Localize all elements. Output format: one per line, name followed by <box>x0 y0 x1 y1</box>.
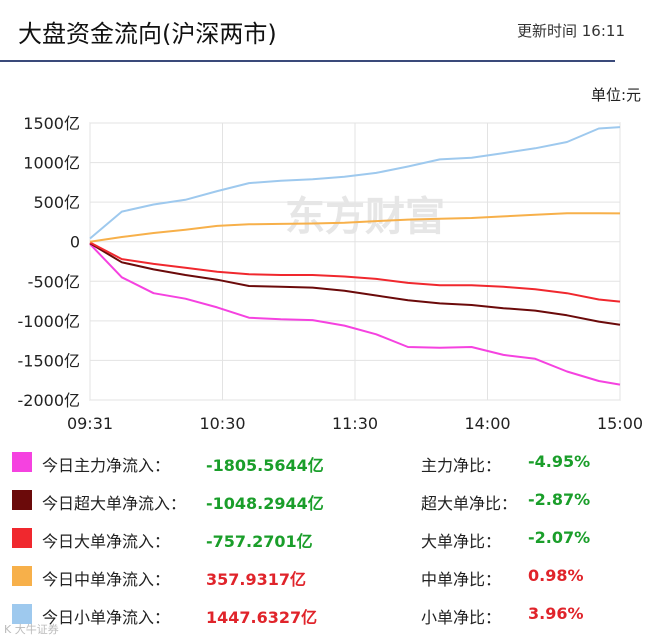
legend-value: 357.9317亿 <box>206 570 307 589</box>
page-title: 大盘资金流向(沪深两市) <box>18 20 277 48</box>
y-tick-label: 1000亿 <box>23 154 80 173</box>
legend-row: 今日大单净流入： -757.2701亿 大单净比： -2.07% <box>0 526 649 556</box>
legend-value: -1048.2944亿 <box>206 494 324 513</box>
series-line-3 <box>89 241 621 303</box>
update-value: 16:11 <box>581 22 625 40</box>
unit-label: 单位:元 <box>590 86 641 104</box>
y-tick-label: -500亿 <box>28 272 80 291</box>
x-tick-label: 11:30 <box>332 414 378 433</box>
y-tick-label: -1000亿 <box>18 312 81 331</box>
legend-swatch <box>12 452 32 472</box>
y-tick-label: -1500亿 <box>18 351 81 370</box>
legend-row: 今日中单净流入： 357.9317亿 中单净比： 0.98% <box>0 564 649 594</box>
y-tick-label: -2000亿 <box>18 391 81 410</box>
ratio-label: 小单净比： <box>421 608 502 627</box>
y-tick-label: 0 <box>70 233 80 252</box>
ratio-value: 0.98% <box>528 566 584 585</box>
fund-flow-chart: 1500亿 1000亿 500亿 0 -500亿 -1000亿 -1500亿 -2000亿 09… <box>18 114 644 433</box>
legend-value: -757.2701亿 <box>206 532 313 551</box>
series-line-4 <box>89 212 621 243</box>
x-tick-label: 09:31 <box>67 414 113 433</box>
legend-swatch <box>12 490 32 510</box>
ratio-value: -2.87% <box>528 490 591 509</box>
series-line-1 <box>89 243 621 386</box>
legend-label: 今日大单净流入： <box>42 532 171 551</box>
header: 大盘资金流向(沪深两市) 更新时间 16:11 <box>0 0 649 62</box>
x-tick-label: 14:00 <box>464 414 510 433</box>
ratio-label: 大单净比： <box>421 532 502 551</box>
legend-label: 今日主力净流入： <box>42 456 171 475</box>
legend-swatch <box>12 566 32 586</box>
legend-label: 今日超大单净流入： <box>42 494 187 513</box>
corner-watermark: K 大牛证券 <box>4 623 59 636</box>
legend-swatch <box>12 528 32 548</box>
ratio-value: -4.95% <box>528 452 591 471</box>
ratio-label: 主力净比： <box>421 456 502 475</box>
legend-value: 1447.6327亿 <box>206 608 318 627</box>
legend-row: 今日超大单净流入： -1048.2944亿 超大单净比： -2.87% <box>0 488 649 518</box>
legend-swatch <box>12 604 32 624</box>
legend-row: 今日主力净流入： -1805.5644亿 主力净比： -4.95% <box>0 450 649 480</box>
ratio-label: 中单净比： <box>421 570 502 589</box>
y-tick-label: 500亿 <box>33 193 80 212</box>
ratio-label: 超大单净比： <box>421 494 518 513</box>
legend-row: 今日小单净流入： 1447.6327亿 小单净比： 3.96% <box>0 602 649 632</box>
series-line-2 <box>89 242 621 326</box>
y-tick-label: 1500亿 <box>23 114 80 133</box>
update-time: 更新时间 16:11 <box>517 20 625 41</box>
legend-label: 今日中单净流入： <box>42 570 171 589</box>
update-label: 更新时间 <box>516 22 577 40</box>
series-line-5 <box>89 126 621 240</box>
watermark-text: 东方财富 <box>285 194 445 240</box>
legend-value: -1805.5644亿 <box>206 456 324 475</box>
x-tick-label: 15:00 <box>597 414 643 433</box>
ratio-value: -2.07% <box>528 528 591 547</box>
legend-label: 今日小单净流入： <box>42 608 171 627</box>
header-divider <box>0 60 615 62</box>
ratio-value: 3.96% <box>528 604 584 623</box>
x-tick-label: 10:30 <box>199 414 245 433</box>
